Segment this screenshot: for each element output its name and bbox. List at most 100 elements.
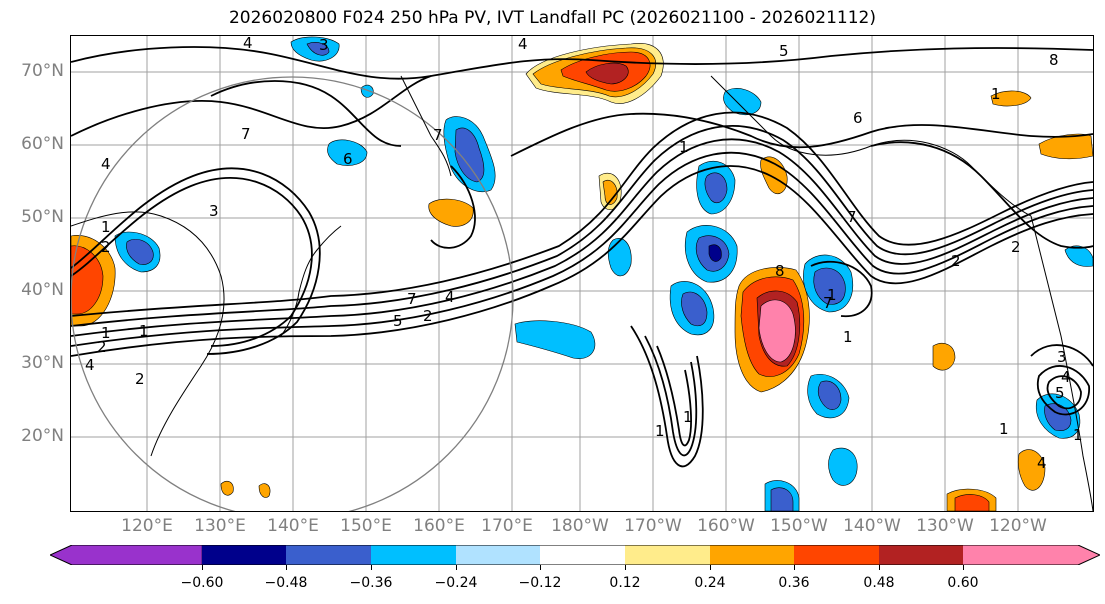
anomaly-alaska-north [723,88,762,115]
colorbar-tick [963,565,964,570]
contour-east-loop [810,260,873,318]
anomaly-east-pacific-pink [758,299,796,363]
colorbar-extend-low [50,545,203,565]
colorbar-bin [456,545,540,565]
contour-label: 4 [445,288,455,306]
lat-label-60n: 60°N [21,134,64,154]
anomaly-gyre-dark [708,244,722,262]
contour-label: 1 [827,286,837,304]
contour-label: 2 [97,338,107,356]
contour-ca-low-1 [1030,344,1093,367]
contour-label: 4 [1061,368,1071,386]
anomaly-north-pacific-small [932,343,956,371]
colorbar-label: −0.60 [180,575,224,591]
anomaly-subtropic-2 [828,447,858,486]
contour-jet-5 [71,111,1093,317]
contour-jet-1 [71,165,1093,357]
colorbar-label: 0.48 [863,575,895,591]
contour-label: 7 [847,208,857,226]
lat-label-50n: 50°N [21,207,64,227]
colorbar-tick [540,565,541,570]
contour-label: 5 [779,42,789,60]
coastline-asia [71,211,225,457]
contour-label: 7 [433,126,443,144]
coastlines [71,75,1093,511]
colorbar-label: 0.12 [609,575,641,591]
lon-label-120e: 120°E [121,516,173,536]
lon-label-130w: 130°W [916,516,974,536]
anomaly-south-east-core [954,494,990,511]
lon-label-170e: 170°E [481,516,533,536]
colorbar-label: −0.48 [264,575,308,591]
colorbar-bin [371,545,456,565]
colorbar-bin [794,545,879,565]
anomaly-baja [1017,449,1046,491]
map-panel: 4 3 4 5 8 1 6 7 6 4 1 2 1 4 2 1 2 3 7 2 … [71,36,1093,511]
lon-label-160w: 160°W [697,516,755,536]
contour-ca-low-2 [1036,365,1090,416]
lat-label-30n: 30°N [21,353,64,373]
colorbar-label: 0.36 [778,575,810,591]
range-ring [71,76,514,511]
anomaly-alaska-gulf-north-core [704,172,728,203]
contour-label: 2 [423,307,433,325]
contour-label: 8 [1049,51,1059,69]
colorbar-label: −0.12 [518,575,562,591]
colorbar-bin [710,545,794,565]
anomaly-canada-east [1038,133,1093,160]
contour-label: 4 [243,36,253,52]
contour-asia-ridge [71,177,313,347]
lon-label-150e: 150°E [340,516,392,536]
contour-label: 5 [1055,384,1065,402]
contour-label: 1 [843,328,853,346]
anomaly-siberia-small [360,84,374,98]
contour-midpac [430,165,476,249]
contour-label: 7 [241,125,251,143]
anomaly-south-pacific-core [770,487,794,511]
coastline-kamchatka [400,75,452,177]
contour-label: 1 [679,138,689,156]
colorbar-label: 0.60 [947,575,979,591]
lon-label-140w: 140°W [843,516,901,536]
contour-label: 7 [823,294,833,312]
anomaly-south-small-2 [258,483,271,498]
contour-label: 4 [101,155,111,173]
colorbar-tick [710,565,711,570]
contour-label: 1 [999,420,1009,438]
contour-asia-ridge-2 [71,167,321,355]
colorbar-tick [202,565,203,570]
anomaly-kamchatka-north-core [454,127,485,183]
colorbar-tick [794,565,795,570]
lon-label-140e: 140°E [267,516,319,536]
anomaly-california-core [1044,403,1072,431]
contour-trough-2 [644,335,698,457]
coastline-alaska [710,75,1032,217]
pv-contours [71,46,1093,468]
contour-label: 7 [407,290,417,308]
colorbar-bin [202,545,286,565]
anomaly-kamchatka [428,198,474,227]
contour-label: 1 [101,324,111,342]
anomaly-south-small-1 [220,480,234,496]
contour-jet-3 [71,138,1093,337]
colorbar-label: −0.36 [349,575,393,591]
contour-trough-3 [656,345,692,447]
contour-label: 6 [853,109,863,127]
contour-label: 5 [393,312,403,330]
anomaly-alaska-east [990,90,1032,107]
colorbar-bin [540,545,625,565]
anomaly-west-edge-core [71,245,104,315]
colorbar-tick [625,565,626,570]
coastline-japan [280,225,342,337]
contour-canada [870,141,1093,249]
contour-label: 4 [85,356,95,374]
colorbar-tick [286,565,287,570]
contour-jet-4 [71,125,1093,327]
lon-label-120w: 120°W [989,516,1047,536]
contour-north-3 [210,80,402,147]
colorbar-bin [286,545,371,565]
contour-label: 2 [135,370,145,388]
anomaly-east-eddy-core [813,267,846,305]
lat-label-70n: 70°N [21,61,64,81]
lon-label-170w: 170°W [624,516,682,536]
